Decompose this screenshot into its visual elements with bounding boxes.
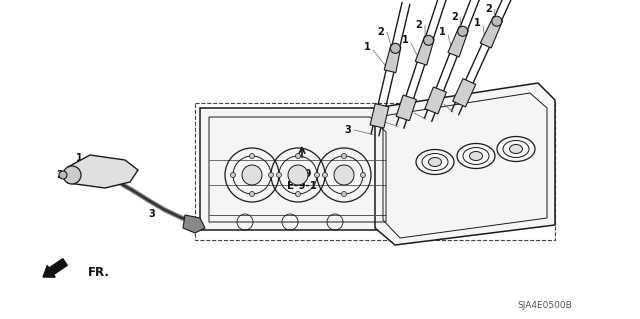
- Circle shape: [296, 153, 301, 159]
- Text: 1: 1: [474, 18, 481, 28]
- Text: 3: 3: [404, 108, 412, 118]
- Text: 2: 2: [415, 20, 422, 30]
- Circle shape: [59, 171, 67, 179]
- Circle shape: [360, 173, 365, 177]
- Text: 3: 3: [148, 209, 156, 219]
- Circle shape: [250, 153, 255, 159]
- Text: 1: 1: [76, 153, 83, 163]
- Circle shape: [342, 191, 346, 197]
- Text: 3: 3: [344, 125, 351, 135]
- Text: SJA4E0500B: SJA4E0500B: [518, 300, 572, 309]
- Text: 1: 1: [402, 35, 408, 45]
- Polygon shape: [480, 16, 502, 48]
- Text: 1: 1: [438, 27, 445, 37]
- Circle shape: [250, 191, 255, 197]
- Polygon shape: [425, 87, 447, 114]
- Polygon shape: [415, 36, 434, 65]
- Ellipse shape: [470, 152, 483, 160]
- Circle shape: [269, 173, 273, 177]
- Circle shape: [390, 43, 401, 53]
- Circle shape: [230, 173, 236, 177]
- Circle shape: [276, 173, 282, 177]
- Circle shape: [242, 165, 262, 185]
- Circle shape: [296, 191, 301, 197]
- Text: 2: 2: [378, 27, 385, 37]
- Circle shape: [288, 165, 308, 185]
- Circle shape: [63, 166, 81, 184]
- Circle shape: [334, 165, 354, 185]
- Text: 2: 2: [56, 170, 63, 180]
- Circle shape: [492, 16, 502, 26]
- Polygon shape: [68, 155, 138, 188]
- Text: 3: 3: [374, 117, 381, 127]
- Circle shape: [424, 35, 433, 45]
- Polygon shape: [375, 83, 555, 245]
- Text: 2: 2: [486, 4, 492, 14]
- Polygon shape: [183, 215, 205, 233]
- Ellipse shape: [509, 145, 522, 153]
- Polygon shape: [384, 45, 401, 73]
- Circle shape: [342, 153, 346, 159]
- Text: 1: 1: [364, 42, 371, 52]
- Circle shape: [314, 173, 319, 177]
- FancyArrow shape: [43, 259, 67, 277]
- Text: FR.: FR.: [88, 266, 110, 279]
- Polygon shape: [452, 78, 476, 107]
- Polygon shape: [448, 27, 468, 57]
- Polygon shape: [200, 108, 395, 230]
- Ellipse shape: [429, 158, 442, 167]
- Polygon shape: [370, 104, 389, 128]
- Text: 3: 3: [435, 99, 442, 109]
- Circle shape: [323, 173, 328, 177]
- Circle shape: [458, 26, 468, 36]
- Polygon shape: [396, 95, 417, 121]
- Text: 2: 2: [452, 12, 458, 22]
- Text: E-9
E-9-1: E-9 E-9-1: [287, 169, 317, 191]
